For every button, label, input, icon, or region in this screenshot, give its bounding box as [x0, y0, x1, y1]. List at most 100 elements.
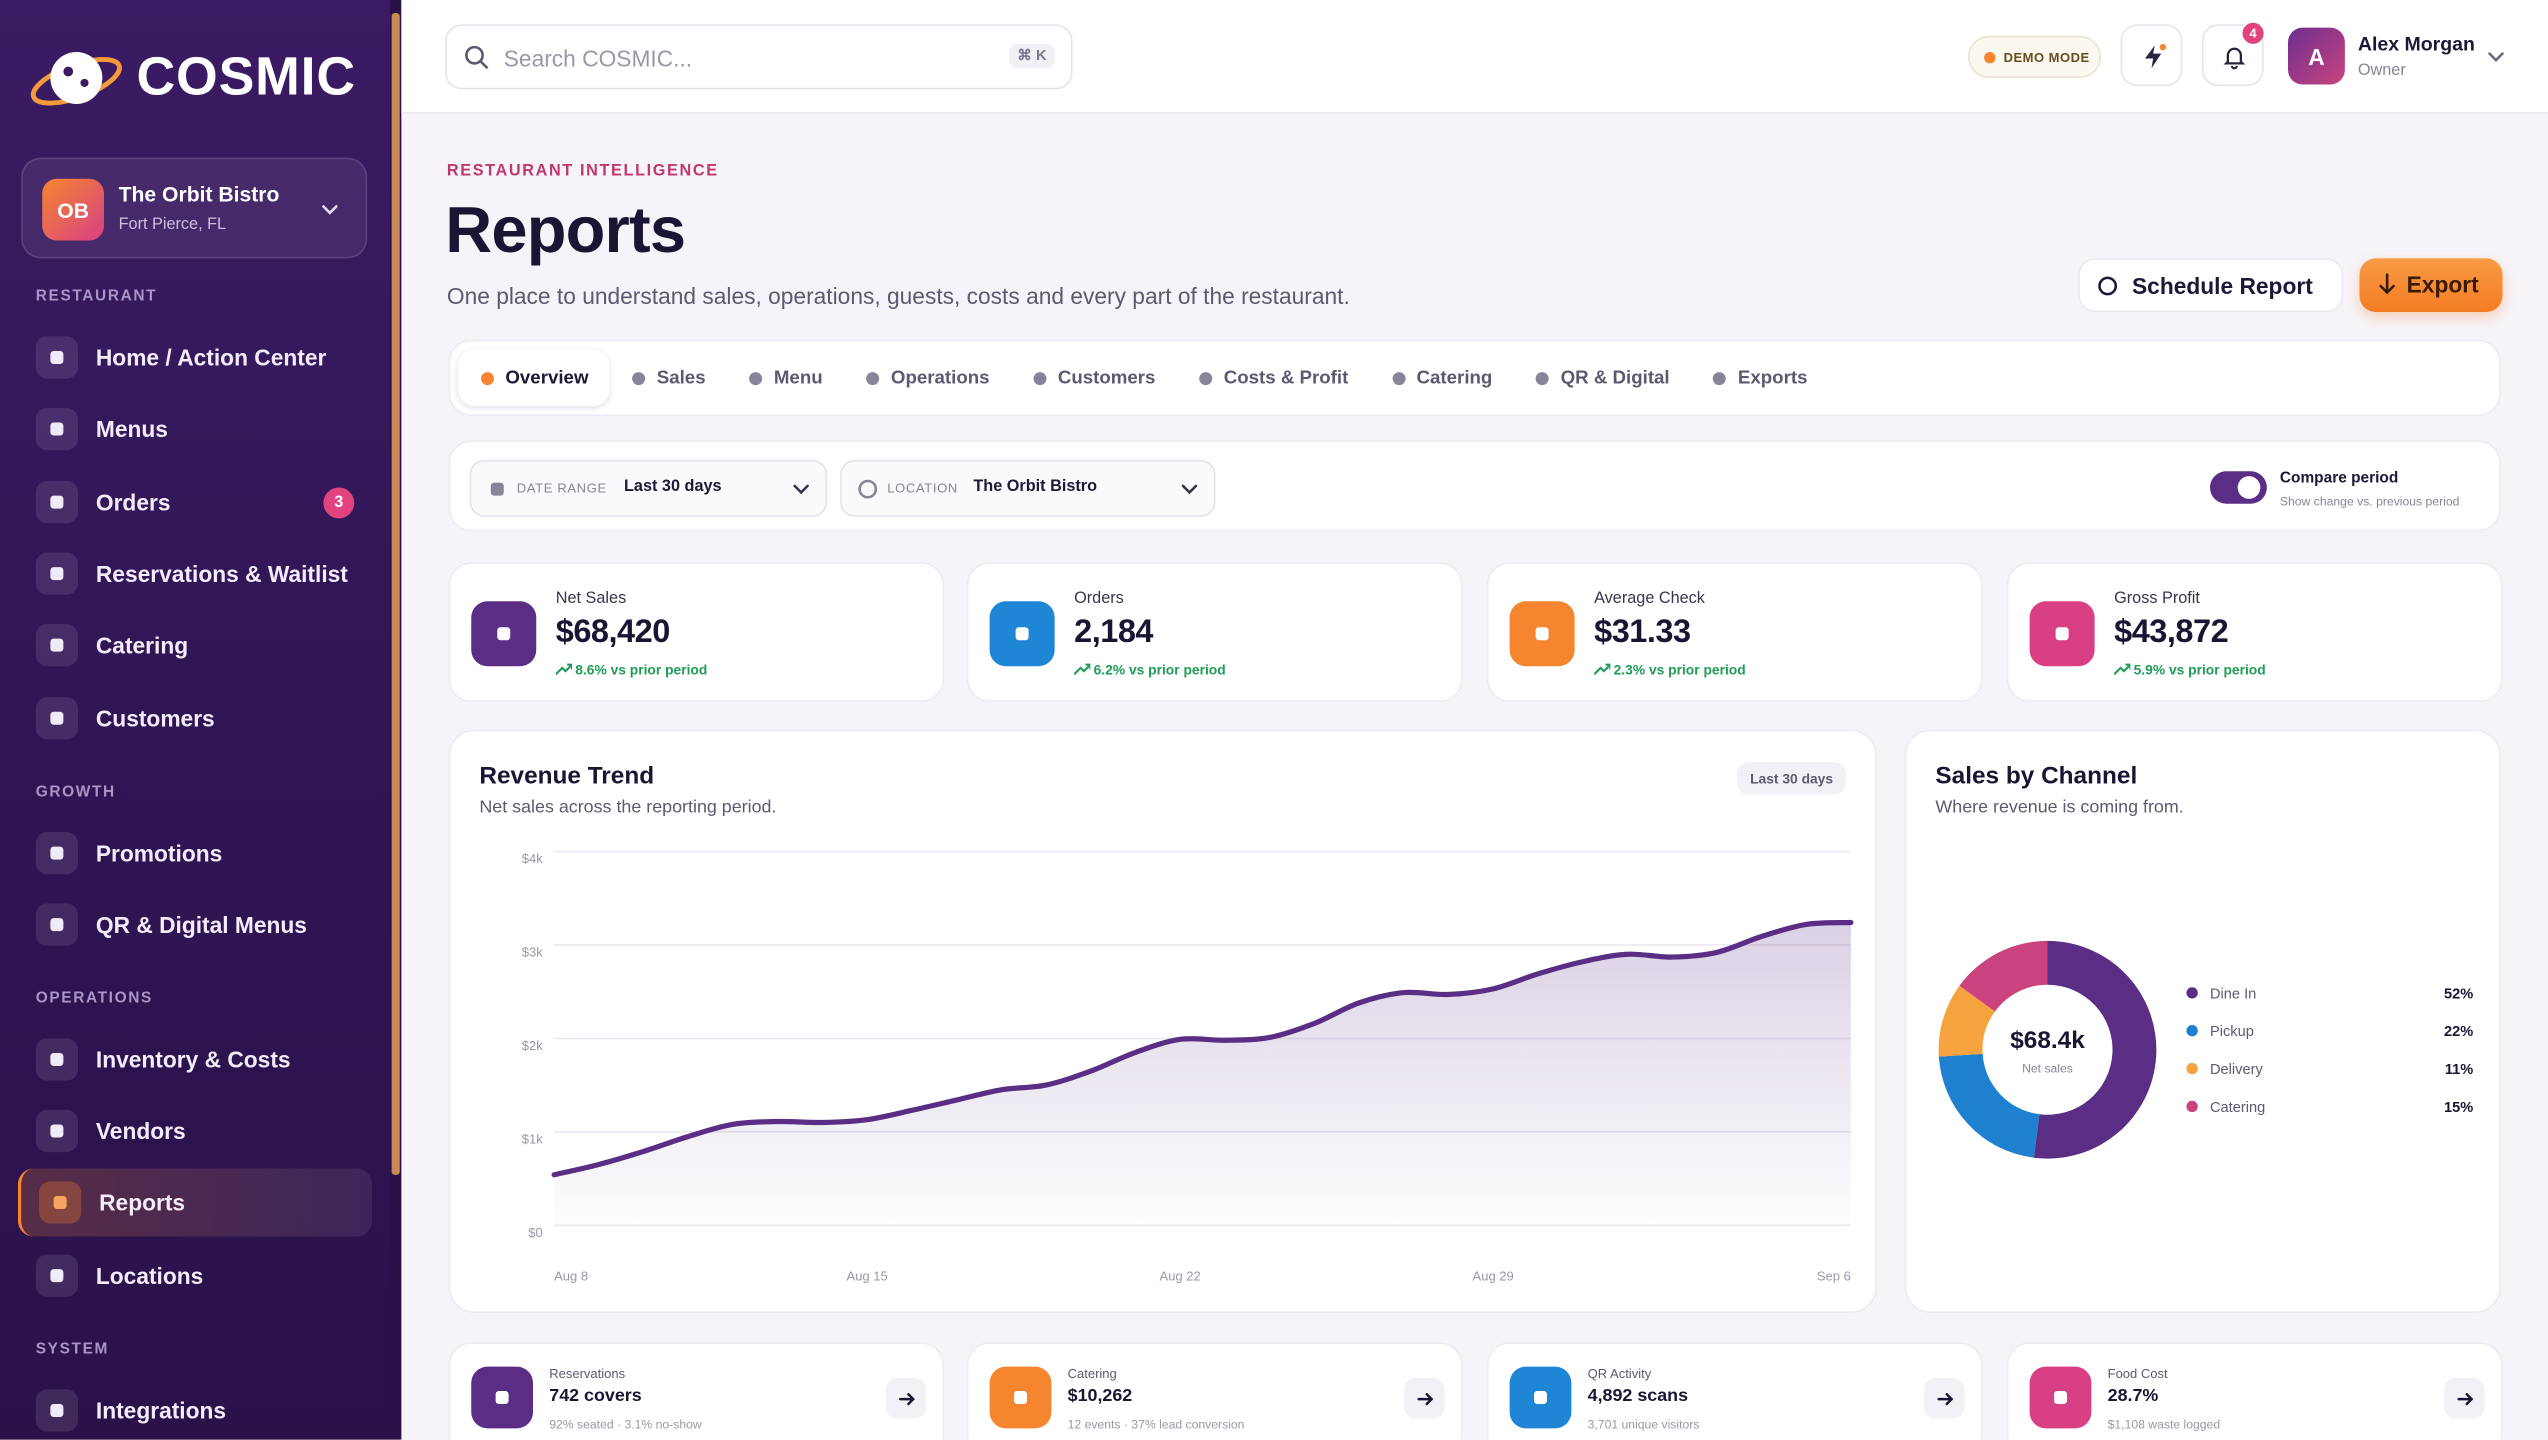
nav-badge: 3: [323, 486, 355, 518]
quick-actions-button[interactable]: [2120, 24, 2183, 87]
user-menu-chevron: [2488, 52, 2504, 62]
nav-label: Orders: [95, 488, 171, 515]
summary-label: QR Activity: [1587, 1366, 1652, 1382]
nav-item[interactable]: QR & Digital Menus: [18, 890, 372, 958]
tab-icon: [1033, 371, 1047, 385]
summary-open-button[interactable]: [2444, 1378, 2485, 1419]
tab[interactable]: Customers: [1011, 349, 1177, 406]
nav-item[interactable]: Home / Action Center: [18, 323, 372, 391]
trend-up-icon: [2114, 663, 2131, 676]
kpi-icon-glyph-glyph: [1015, 627, 1029, 641]
nav-item[interactable]: Integrations: [18, 1376, 372, 1440]
tab[interactable]: Overview: [458, 349, 610, 407]
summary-icon-glyph: [2054, 1391, 2067, 1404]
nav-icon-glyph: [50, 351, 64, 364]
filter-chevron: [793, 484, 809, 495]
summary-card[interactable]: Reservations 742 covers 92% seated · 3.1% …: [448, 1342, 945, 1440]
summary-icon-glyph: [1534, 1391, 1547, 1404]
summary-icon: [989, 1366, 1052, 1429]
arrow-icon: [1936, 1392, 1953, 1405]
pie-slice: [1938, 985, 1995, 1057]
tab[interactable]: Menu: [727, 349, 844, 406]
schedule-report-button[interactable]: Schedule Report: [2078, 258, 2344, 312]
tab[interactable]: Sales: [610, 349, 727, 406]
nav-icon: [35, 624, 78, 667]
summary-icon: [471, 1366, 533, 1429]
y-tick-label: $1k: [522, 1131, 543, 1146]
nav-item[interactable]: Reservations & Waitlist: [18, 539, 372, 607]
kpi-label: Orders: [1074, 589, 1124, 608]
tab[interactable]: Operations: [844, 349, 1011, 406]
filter-date-range[interactable]: DATE RANGE Last 30 days: [469, 459, 828, 517]
summary-detail: 3,701 unique visitors: [1587, 1417, 1700, 1432]
summary-card[interactable]: Food Cost 28.7% $1,108 waste logged: [2006, 1342, 2503, 1440]
nav-item[interactable]: Customers: [18, 683, 372, 751]
user-avatar[interactable]: A: [2288, 27, 2345, 85]
nav-item[interactable]: Menus: [18, 395, 372, 463]
tabs-bar: Overview Sales Menu Operations Customers Cost…: [448, 339, 2501, 416]
tab[interactable]: QR & Digital: [1513, 349, 1690, 406]
tab-icon: [1199, 371, 1213, 385]
nav-item[interactable]: Inventory & Costs: [18, 1025, 372, 1093]
logo-planet: [50, 52, 103, 104]
tab[interactable]: Catering: [1369, 349, 1513, 406]
summary-open-button[interactable]: [1404, 1378, 1445, 1419]
nav-label: QR & Digital Menus: [95, 911, 307, 938]
tab[interactable]: Costs & Profit: [1177, 349, 1370, 406]
search-placeholder: Search COSMIC...: [503, 45, 693, 72]
nav-item[interactable]: Catering: [18, 611, 372, 679]
tab-label: Catering: [1416, 368, 1493, 388]
y-tick-label: $3k: [522, 945, 543, 960]
export-glyph: [2379, 273, 2395, 295]
restaurant-name: The Orbit Bistro: [118, 182, 280, 207]
arrow-icon: [898, 1392, 915, 1405]
compare-toggle[interactable]: [2210, 471, 2267, 504]
nav-section-label: GROWTH: [35, 782, 116, 801]
nav-item[interactable]: Reports: [17, 1169, 373, 1238]
summary-open-button[interactable]: [1924, 1378, 1965, 1419]
trend-up-icon: [555, 663, 572, 676]
nav-icon-glyph: [53, 1196, 67, 1210]
user-role: Owner: [2357, 61, 2406, 80]
tab-icon-glyph: [1536, 371, 1550, 385]
nav-icon: [35, 552, 78, 595]
export-button[interactable]: Export: [2359, 258, 2503, 312]
chart-subtitle: Net sales across the reporting period.: [479, 797, 777, 818]
summary-icon-glyph: [1014, 1391, 1027, 1404]
tab-label: Costs & Profit: [1223, 368, 1349, 388]
tab-icon: [481, 371, 494, 385]
tab[interactable]: Exports: [1691, 349, 1829, 406]
summary-icon: [2029, 1366, 2092, 1429]
kpi-change: 2.3% vs prior period: [1594, 661, 1746, 678]
nav-icon-glyph: [50, 1052, 64, 1066]
tab-icon-glyph: [749, 371, 763, 385]
nav-item[interactable]: Orders 3: [18, 467, 372, 535]
kpi-icon-glyph-glyph: [1535, 627, 1549, 641]
arrow-icon: [2456, 1392, 2473, 1405]
restaurant-switcher[interactable]: OB The Orbit Bistro Fort Pierce, FL: [21, 157, 368, 259]
filter-location[interactable]: LOCATION The Orbit Bistro: [840, 459, 1216, 517]
search-icon-glyph: [480, 60, 489, 70]
nav-icon-glyph-glyph: [50, 917, 64, 931]
nav-icon-glyph-glyph: [50, 422, 64, 436]
nav-item[interactable]: Promotions: [18, 818, 372, 886]
nav-icon: [35, 696, 78, 739]
search-box[interactable]: Search COSMIC... ⌘ K: [445, 24, 1073, 90]
nav-section-label: RESTAURANT: [35, 287, 158, 306]
nav-icon-glyph: [50, 845, 64, 859]
arrow-icon-glyph: [2456, 1392, 2473, 1405]
summary-card[interactable]: QR Activity 4,892 scans 3,701 unique visit…: [1486, 1342, 1983, 1440]
chart-title: Revenue Trend: [479, 762, 655, 790]
legend-value: 22%: [2444, 1024, 2473, 1040]
nav-item[interactable]: Locations: [18, 1241, 372, 1309]
nav-icon: [35, 903, 78, 946]
nav-item[interactable]: Vendors: [18, 1097, 372, 1165]
revenue-line: [551, 919, 1854, 1178]
nav-icon-glyph: [50, 494, 64, 508]
summary-value: 4,892 scans: [1587, 1386, 1689, 1406]
lightning-glyph: [2145, 45, 2162, 69]
summary-card[interactable]: Catering $10,262 12 events · 37% lead conv…: [966, 1342, 1463, 1440]
filter-value: The Orbit Bistro: [973, 477, 1098, 496]
summary-open-button[interactable]: [885, 1378, 927, 1419]
